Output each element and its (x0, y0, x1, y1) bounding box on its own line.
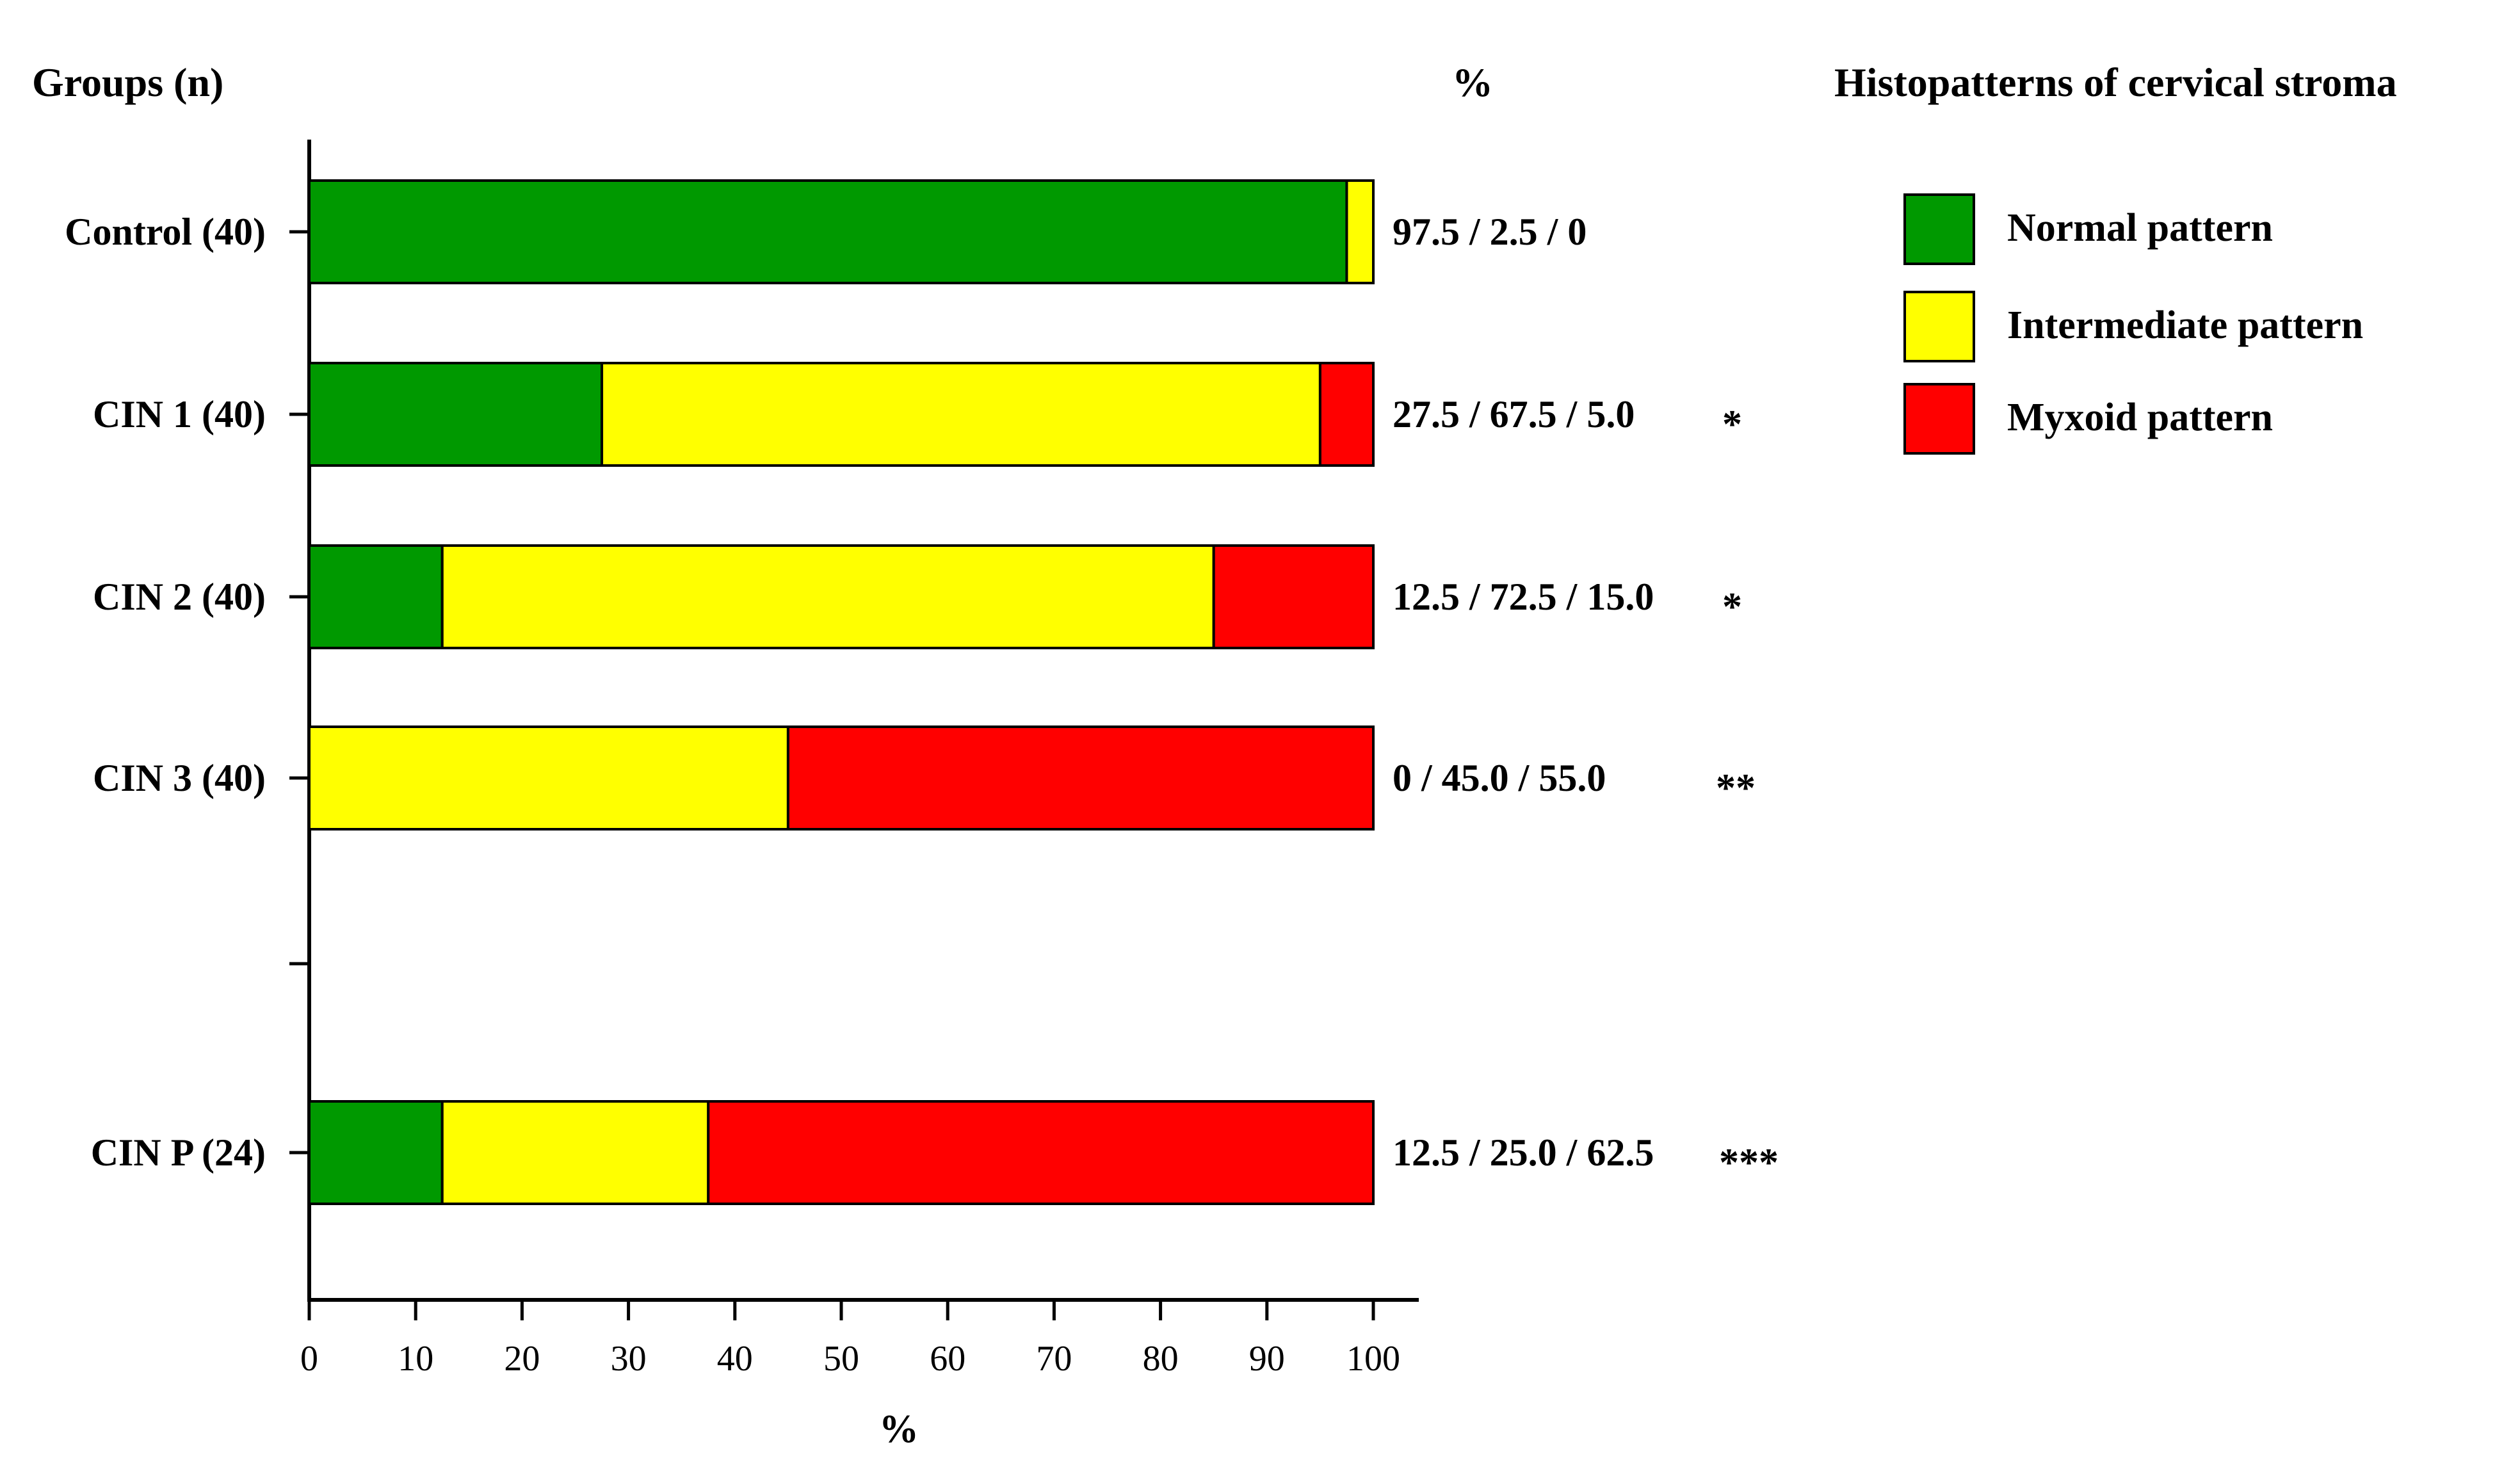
category-label: CIN 2 (40) (93, 576, 266, 618)
x-tick-label: 10 (398, 1339, 433, 1379)
category-label: Control (40) (65, 211, 266, 253)
x-tick-label: 60 (930, 1339, 965, 1379)
value-annotation: 97.5 / 2.5 / 0 (1393, 211, 1587, 253)
bar-segment (707, 1100, 1375, 1205)
x-tick-label: 20 (504, 1339, 540, 1379)
bar-segment (308, 362, 604, 467)
bar-segment (1318, 362, 1375, 467)
category-header: Groups (n) (32, 60, 223, 105)
value-annotation: 27.5 / 67.5 / 5.0 (1393, 393, 1635, 435)
legend-label: Myxoid pattern (2007, 396, 2273, 439)
legend-swatch (1903, 291, 1975, 362)
value-annotation: 0 / 45.0 / 55.0 (1393, 757, 1606, 799)
value-annotation: 12.5 / 72.5 / 15.0 (1393, 576, 1654, 618)
significance-marker: ** (1716, 766, 1756, 810)
bar-segment (1345, 179, 1375, 284)
category-label: CIN P (24) (91, 1131, 266, 1174)
legend-swatch (1903, 383, 1975, 455)
legend-label: Intermediate pattern (2007, 304, 2363, 347)
bar-segment (786, 725, 1375, 831)
bar-segment (440, 544, 1215, 649)
significance-marker: * (1722, 403, 1742, 446)
legend-title: Histopatterns of cervical stroma (1834, 60, 2397, 105)
x-tick-label: 80 (1143, 1339, 1179, 1379)
x-tick-label: 40 (717, 1339, 753, 1379)
x-tick-label: 70 (1036, 1339, 1072, 1379)
bar-segment (1212, 544, 1375, 649)
legend-swatch (1903, 193, 1975, 265)
bar-segment (308, 179, 1348, 284)
bar-segment (440, 1100, 710, 1205)
value-annotation: 12.5 / 25.0 / 62.5 (1393, 1131, 1654, 1174)
bar-segment (308, 725, 789, 831)
significance-marker: *** (1719, 1141, 1779, 1185)
x-axis-label: % (879, 1407, 919, 1451)
significance-marker: * (1722, 585, 1742, 629)
legend-label: Normal pattern (2007, 206, 2273, 250)
x-tick-label: 100 (1346, 1339, 1400, 1379)
category-label: CIN 3 (40) (93, 757, 266, 799)
bar-segment (601, 362, 1321, 467)
category-label: CIN 1 (40) (93, 393, 266, 435)
annotation-header: % (1452, 60, 1493, 105)
bar-segment (308, 544, 444, 649)
x-tick-label: 30 (611, 1339, 647, 1379)
x-tick-label: 90 (1249, 1339, 1285, 1379)
x-tick-label: 0 (300, 1339, 318, 1379)
x-tick-label: 50 (823, 1339, 859, 1379)
bar-segment (308, 1100, 444, 1205)
